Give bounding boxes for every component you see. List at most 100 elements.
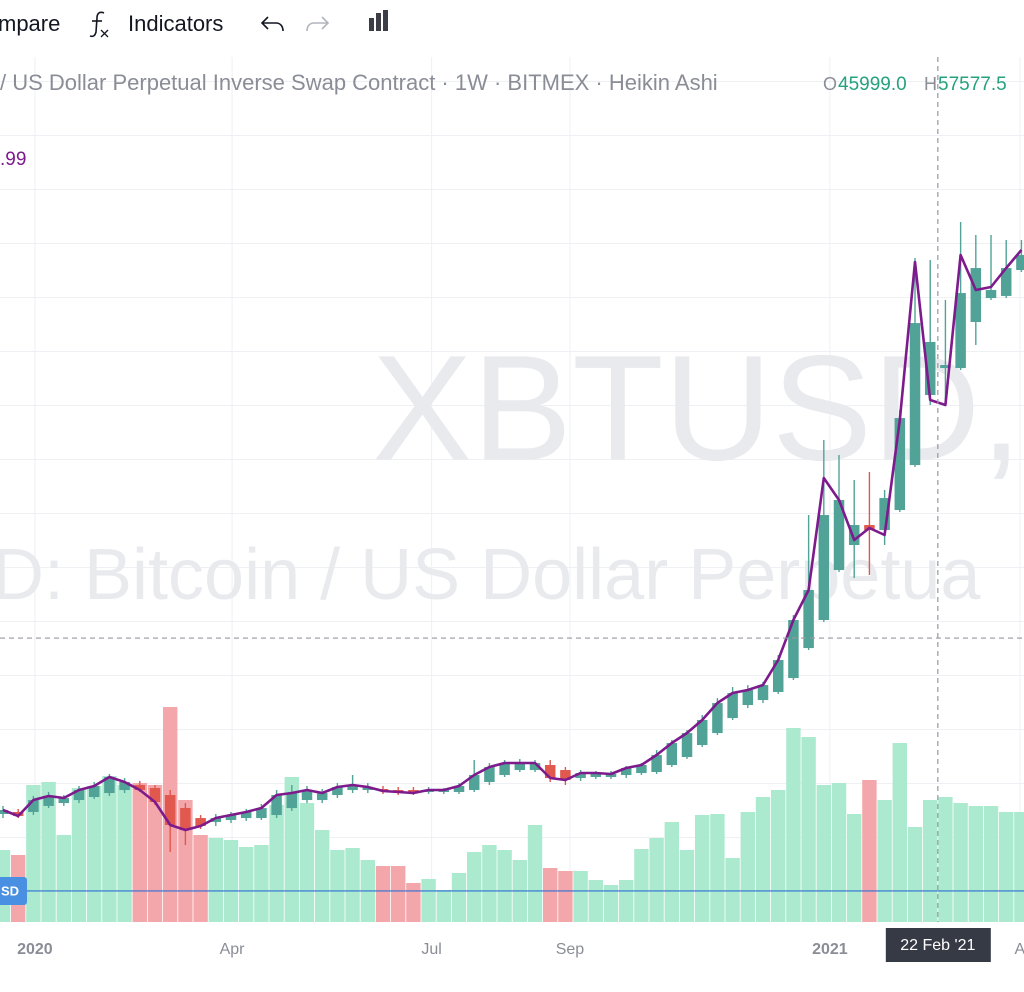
volume-bar: [223, 840, 239, 922]
chart-type-button[interactable]: [369, 10, 388, 31]
volume-bar: [147, 785, 163, 922]
candle-body: [453, 785, 465, 792]
volume-bar: [406, 883, 421, 922]
volume-bar: [482, 845, 497, 922]
candle-body: [256, 808, 267, 819]
candle-body: [636, 765, 647, 774]
volume-bar: [86, 786, 102, 922]
candle-body: [727, 693, 738, 719]
volume-bar: [862, 780, 877, 922]
candle-body: [104, 777, 115, 794]
volume-bar: [695, 815, 710, 922]
candle-body: [195, 818, 206, 826]
candle-body: [879, 498, 890, 531]
candle-body: [180, 808, 191, 831]
candle-body: [301, 790, 313, 801]
volume-bar: [558, 871, 573, 922]
time-axis: [0, 922, 1024, 992]
redo-button[interactable]: [306, 16, 330, 32]
price-line-label: SD: [1, 883, 19, 898]
volume-bar: [634, 849, 649, 922]
candle-body: [43, 795, 54, 806]
volume-bar: [193, 835, 208, 922]
candle-body: [149, 788, 161, 802]
indicators-icon[interactable]: [89, 11, 109, 38]
volume-bar: [649, 838, 664, 922]
volume-bar: [345, 848, 360, 922]
candle-body: [119, 782, 130, 791]
compare-button[interactable]: mpare: [0, 11, 60, 36]
volume-bar: [208, 838, 223, 922]
volume-bar: [527, 825, 543, 922]
candle-body: [225, 815, 237, 821]
indicator-value: .99: [0, 149, 26, 170]
candle-body: [605, 773, 617, 777]
candle-body: [651, 755, 662, 772]
candle-wick: [868, 472, 871, 576]
candle-body: [1016, 255, 1024, 271]
volume-bar: [421, 879, 436, 922]
candle-body: [955, 293, 966, 369]
candle-body: [484, 767, 495, 782]
crosshair-badge: [885, 928, 991, 962]
candle-body: [940, 365, 951, 369]
toolbar: [0, 0, 1024, 56]
legend-high-value: 57577.5: [938, 74, 1007, 95]
candle-body: [0, 810, 9, 814]
volume-bar: [436, 890, 452, 922]
candle-body: [12, 812, 24, 816]
volume-bar: [892, 743, 908, 922]
volume-bar: [299, 803, 315, 922]
candle-body: [271, 795, 282, 816]
crosshair-label: 22 Feb '21: [900, 937, 975, 954]
x-tick-label: Sep: [556, 941, 585, 958]
volume-bar: [26, 785, 41, 922]
candle-body: [909, 323, 921, 466]
volume-bar: [543, 868, 558, 922]
candle-body: [1000, 268, 1012, 296]
volume-bar: [619, 880, 634, 922]
candle-body: [544, 765, 556, 779]
candle-body: [970, 268, 982, 322]
candle-body: [848, 525, 860, 546]
volume-bar: [771, 790, 786, 922]
candle-body: [924, 342, 936, 396]
volume-bar: [451, 873, 467, 922]
candle-body: [88, 785, 100, 797]
legend-title: / US Dollar Perpetual Inverse Swap Contr…: [0, 70, 718, 95]
volume-bar: [907, 827, 923, 922]
volume-bar: [117, 785, 132, 922]
candle-body: [134, 785, 146, 791]
candle-body: [712, 703, 723, 734]
volume-bar: [679, 850, 695, 922]
candle-body: [803, 590, 814, 649]
volume-bar: [315, 830, 330, 922]
volume-bar: [999, 812, 1014, 922]
watermark: D: Bitcoin / US Dollar Perpetua: [0, 535, 981, 615]
volume-bar: [1014, 812, 1024, 922]
candle-body: [347, 785, 358, 791]
indicators-button[interactable]: Indicators: [128, 11, 223, 36]
volume-bar: [56, 835, 71, 922]
candle-body: [772, 660, 784, 692]
candle-body: [620, 768, 632, 776]
candle-wick: [929, 260, 931, 406]
volume-bar: [71, 788, 87, 922]
candle-body: [316, 793, 328, 801]
volume-bar: [254, 845, 269, 922]
undo-button[interactable]: [260, 16, 284, 32]
candle-body: [408, 790, 419, 794]
candle-body: [590, 773, 602, 777]
volume-bar: [467, 852, 482, 922]
candle-body: [362, 787, 374, 791]
x-tick-label: A: [1015, 941, 1024, 958]
candle-body: [757, 685, 769, 701]
candle-body: [58, 798, 70, 804]
volume-bar: [573, 871, 588, 922]
volume-bar: [923, 800, 938, 922]
legend-open-value: 45999.0: [838, 74, 907, 95]
volume-bar: [375, 866, 391, 922]
candle-body: [985, 290, 997, 299]
candle-wick: [990, 235, 992, 301]
candle-body: [28, 800, 39, 812]
